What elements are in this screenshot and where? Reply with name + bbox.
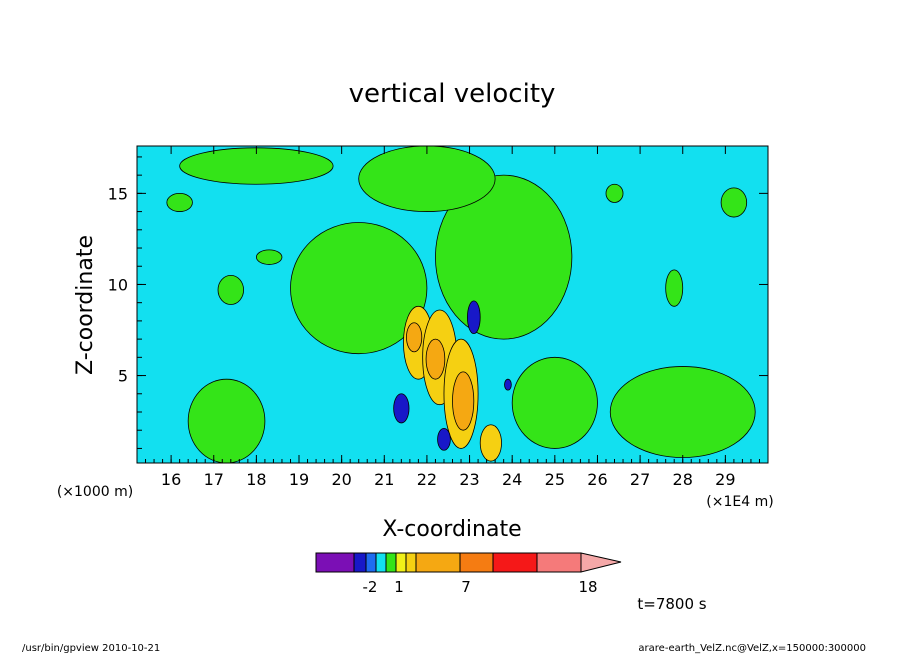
footer-right: arare-earth_VelZ.nc@VelZ,x=150000:300000 xyxy=(638,643,866,654)
contour-region-positive xyxy=(511,356,598,449)
x-tick-label: 27 xyxy=(630,470,650,489)
x-tick-label: 17 xyxy=(204,470,224,489)
colorbar-tick-label: -2 xyxy=(363,578,378,596)
y-tick-label: 10 xyxy=(108,275,128,294)
colorbar-swatch xyxy=(365,552,377,573)
colorbar-swatch xyxy=(353,552,367,573)
colorbar-swatch xyxy=(315,552,355,573)
colorbar-tick-labels: -2 1 7 18 xyxy=(363,578,598,596)
colorbar-arrow xyxy=(580,552,622,573)
contour-region-positive xyxy=(605,183,624,203)
x-tick-label: 25 xyxy=(545,470,565,489)
x-axis-label: X-coordinate xyxy=(382,517,521,542)
contour-region-positive xyxy=(425,338,446,380)
contour-region-positive xyxy=(452,371,475,431)
x-tick-label: 19 xyxy=(289,470,309,489)
contour-region-positive xyxy=(720,187,748,218)
y-unit-note: (×1000 m) xyxy=(57,484,133,500)
colorbar-tick-label: 7 xyxy=(461,578,471,596)
x-tick-label: 29 xyxy=(715,470,735,489)
contour-region-positive xyxy=(187,378,266,463)
contour-regions xyxy=(166,146,756,463)
x-tick-label: 28 xyxy=(673,470,693,489)
contour-region-negative xyxy=(504,378,512,391)
contour-region-negative xyxy=(393,393,410,424)
y-tick-label: 15 xyxy=(108,184,128,203)
colorbar-swatch xyxy=(415,552,461,573)
x-tick-label: 18 xyxy=(246,470,266,489)
x-tick-label: 26 xyxy=(587,470,607,489)
contour-region-positive xyxy=(406,322,423,353)
colorbar-swatch xyxy=(492,552,538,573)
y-axis-label: Z-coordinate xyxy=(73,235,98,375)
x-tick-label: 21 xyxy=(374,470,394,489)
chart-title: vertical velocity xyxy=(349,79,556,109)
x-unit-note: (×1E4 m) xyxy=(706,494,773,510)
contour-region-positive xyxy=(665,269,684,307)
x-tick-label: 24 xyxy=(502,470,522,489)
colorbar-swatch xyxy=(385,552,397,573)
colorbar-swatch xyxy=(405,552,417,573)
contour-region-positive xyxy=(290,222,428,355)
colorbar-swatch xyxy=(459,552,494,573)
contour-region-positive xyxy=(358,146,496,212)
y-axis: 5 10 15 xyxy=(108,156,768,449)
x-tick-label: 16 xyxy=(161,470,181,489)
contour-region-positive xyxy=(255,249,283,265)
colorbar xyxy=(315,552,622,573)
colorbar-swatch xyxy=(536,552,582,573)
x-tick-label: 22 xyxy=(417,470,437,489)
contour-region-negative xyxy=(467,300,481,335)
colorbar-tick-label: 1 xyxy=(394,578,404,596)
contour-region-negative xyxy=(437,427,451,451)
time-label: t=7800 s xyxy=(637,595,706,613)
colorbar-swatch xyxy=(375,552,387,573)
x-tick-label: 20 xyxy=(331,470,351,489)
y-tick-label: 5 xyxy=(118,367,128,386)
footer-left: /usr/bin/gpview 2010-10-21 xyxy=(22,643,160,654)
colorbar-tick-label: 18 xyxy=(578,578,597,596)
colorbar-swatch xyxy=(395,552,407,573)
contour-region-positive xyxy=(609,366,756,458)
contour-region-positive xyxy=(166,192,193,212)
contour-region-positive xyxy=(217,274,244,305)
contour-region-positive xyxy=(479,424,502,462)
x-tick-label: 23 xyxy=(459,470,479,489)
contour-region-positive xyxy=(435,174,573,340)
x-axis: 16 17 18 19 20 21 22 23 24 25 26 27 28 29 xyxy=(136,146,769,489)
